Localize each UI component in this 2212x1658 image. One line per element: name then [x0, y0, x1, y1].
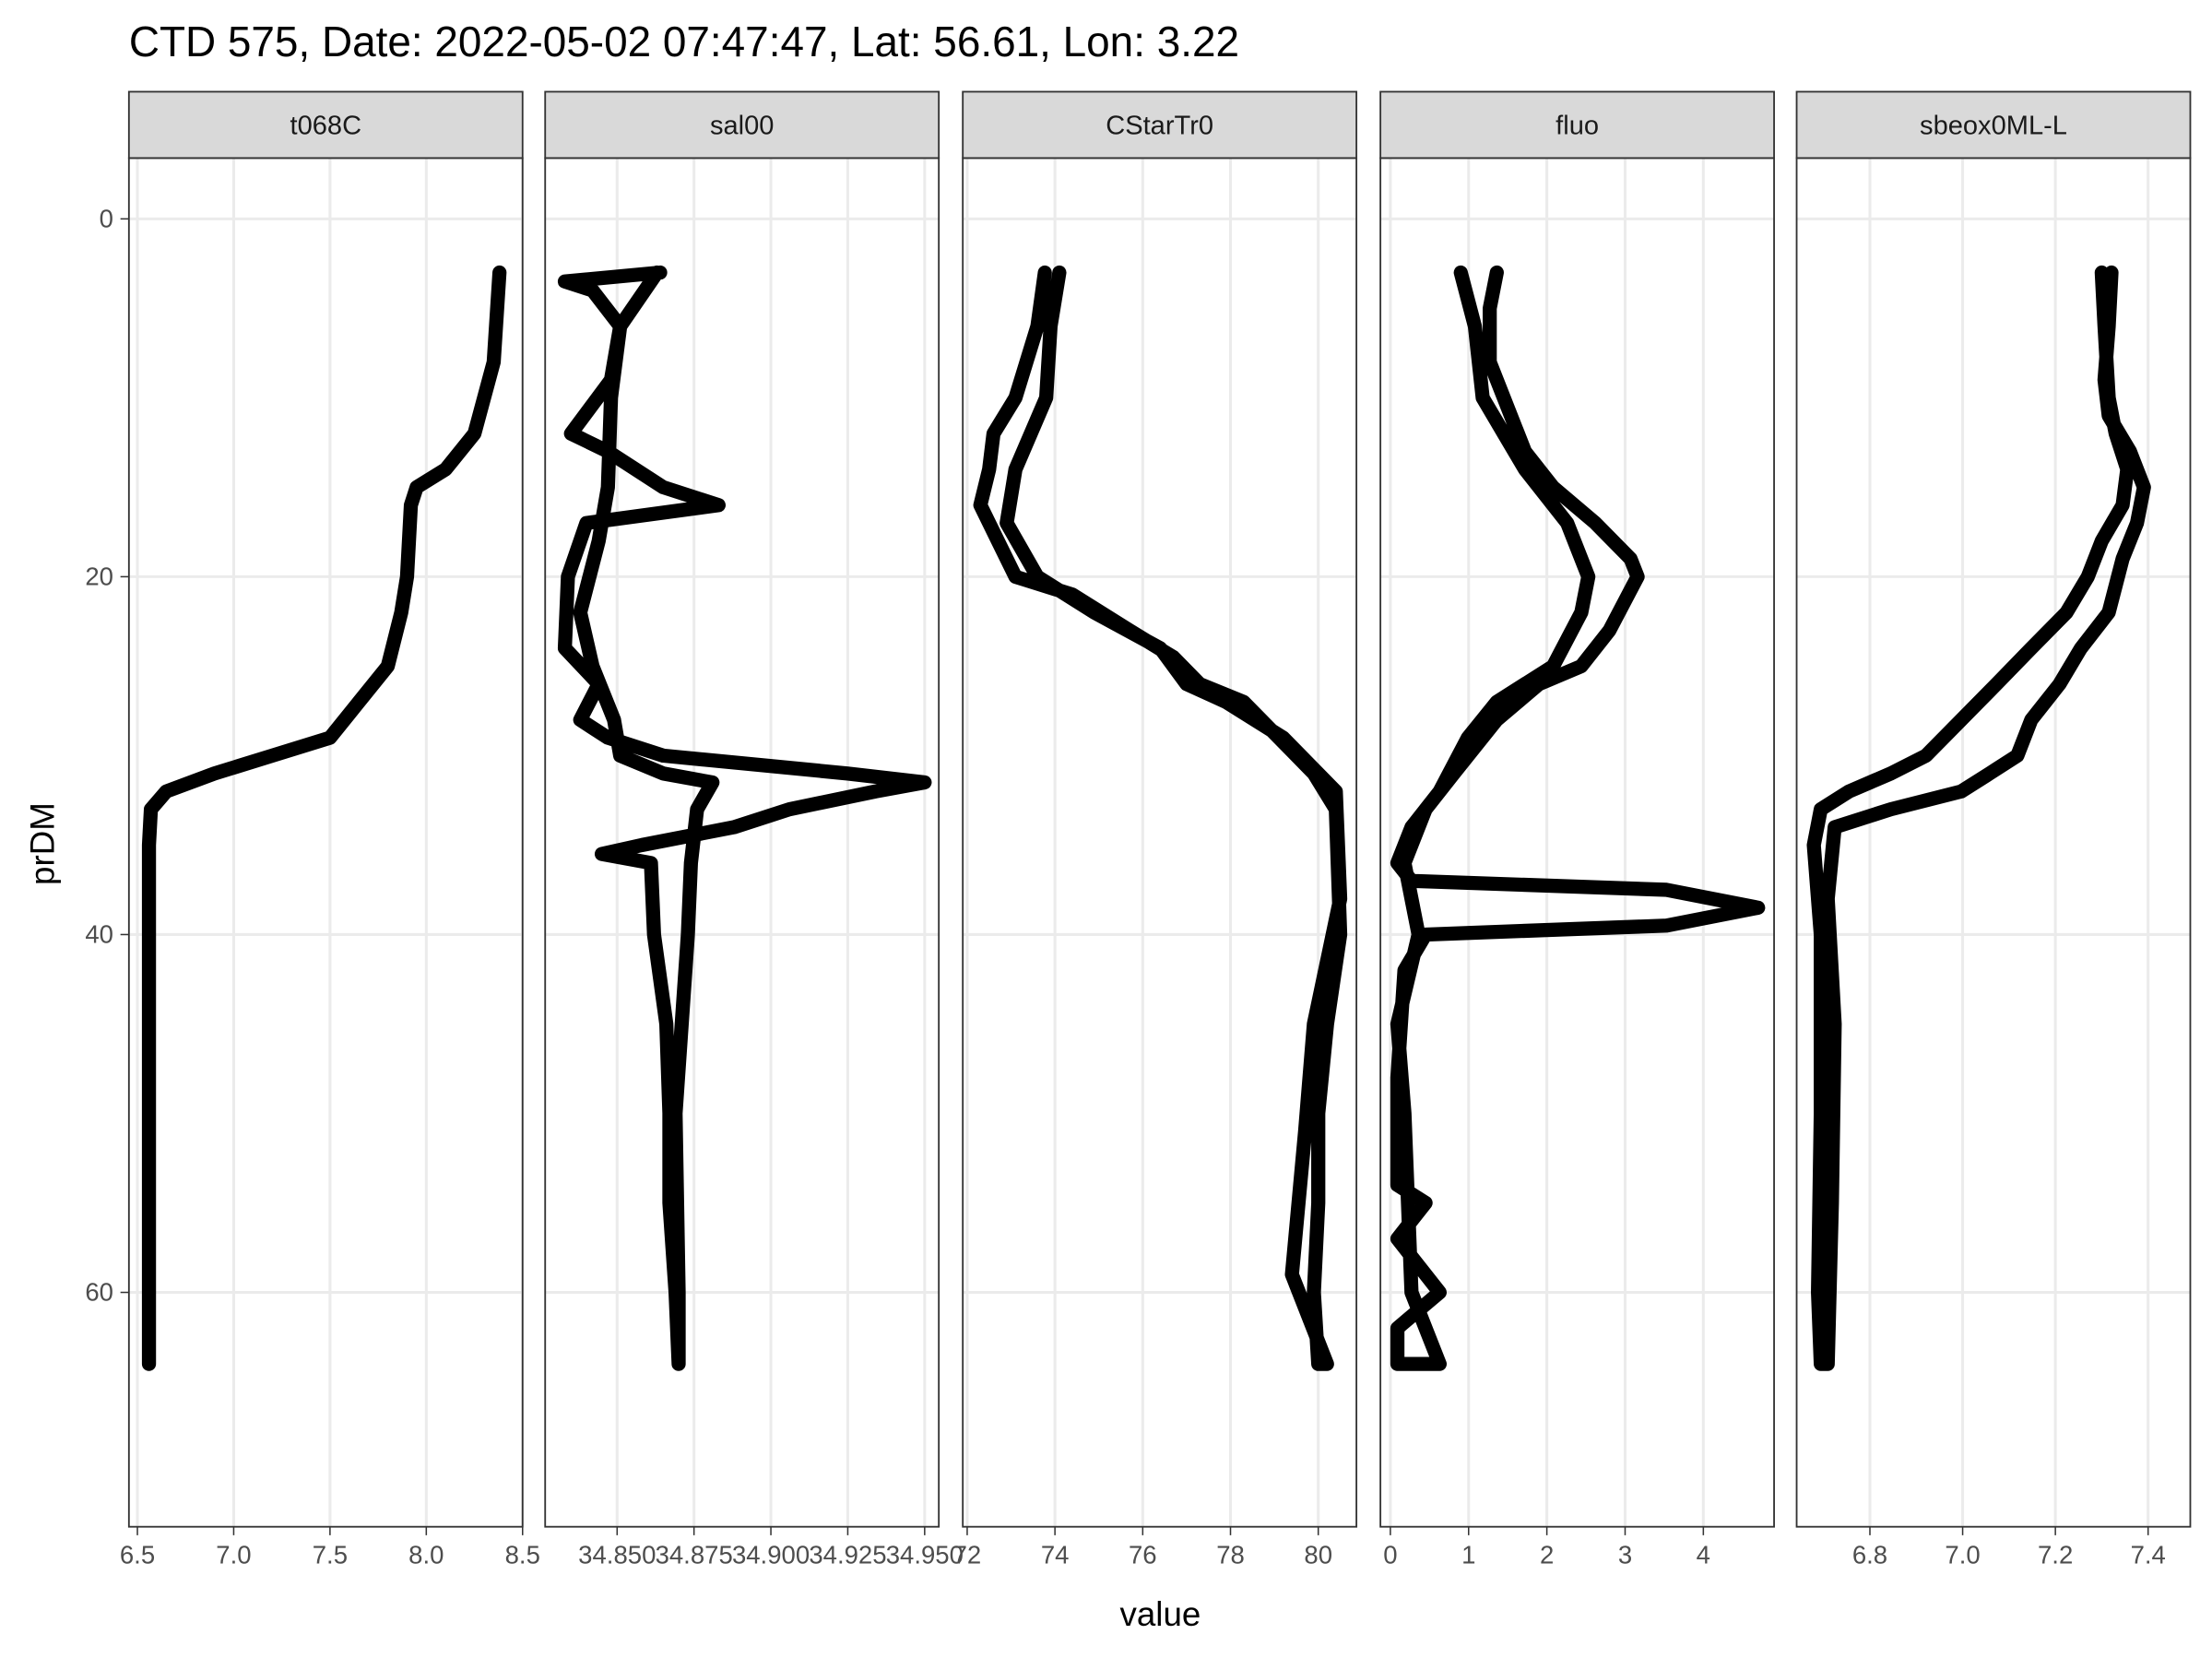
x-tick-label: 7.5: [313, 1540, 348, 1569]
y-axis-title: prDM: [24, 802, 62, 885]
panel-background: [963, 158, 1357, 1527]
panel-background: [128, 158, 523, 1527]
strip-label: t068C: [290, 111, 362, 140]
strip: [1379, 90, 1775, 160]
x-tick-label: 34.875: [656, 1540, 733, 1569]
profile-line: [1806, 265, 2151, 1371]
strip-label: sal00: [710, 111, 774, 140]
y-tick-label: 0: [100, 205, 113, 233]
x-tick-label: 78: [1216, 1540, 1245, 1569]
strip-label: CStarTr0: [1106, 111, 1213, 140]
x-tick-label: 72: [953, 1540, 982, 1569]
strip: [1795, 90, 2192, 160]
x-tick-label: 34.925: [809, 1540, 886, 1569]
x-tick-label: 6.8: [1852, 1540, 1887, 1569]
x-tick-label: 2: [1540, 1540, 1554, 1569]
x-tick-label: 6.5: [120, 1540, 155, 1569]
profile-line: [557, 265, 932, 1371]
profile-line: [141, 265, 507, 1371]
x-tick-label: 76: [1129, 1540, 1157, 1569]
x-tick-label: 7.2: [2038, 1540, 2073, 1569]
x-tick-label: 7.4: [2131, 1540, 2166, 1569]
y-tick-label: 40: [85, 920, 113, 949]
chart-title: CTD 575, Date: 2022-05-02 07:47:47, Lat:…: [129, 18, 1239, 65]
x-tick-label: 0: [1383, 1540, 1397, 1569]
strip: [962, 90, 1358, 160]
x-tick-label: 8.5: [505, 1540, 540, 1569]
profile-line: [973, 265, 1348, 1371]
x-tick-label: 4: [1697, 1540, 1710, 1569]
y-tick-label: 60: [85, 1278, 113, 1307]
x-tick-label: 8.0: [408, 1540, 444, 1569]
x-tick-label: 34.850: [578, 1540, 656, 1569]
x-tick-label: 34.950: [886, 1540, 964, 1569]
x-tick-label: 7.0: [216, 1540, 251, 1569]
panel-background: [1796, 158, 2191, 1527]
x-axis-title: value: [1120, 1595, 1201, 1633]
profile-line: [1390, 265, 1766, 1371]
x-tick-label: 74: [1041, 1540, 1070, 1569]
y-tick-label: 20: [85, 563, 113, 591]
strip-label: sbeox0ML-L: [1920, 111, 2067, 140]
x-tick-label: 34.900: [732, 1540, 810, 1569]
panel-background: [1380, 158, 1775, 1527]
strip: [127, 90, 524, 160]
x-tick-label: 80: [1304, 1540, 1332, 1569]
x-tick-label: 1: [1461, 1540, 1475, 1569]
x-tick-label: 7.0: [1945, 1540, 1980, 1569]
x-tick-label: 3: [1618, 1540, 1632, 1569]
strip: [544, 90, 940, 160]
strip-label: fluo: [1555, 111, 1599, 140]
panel-background: [545, 158, 940, 1527]
